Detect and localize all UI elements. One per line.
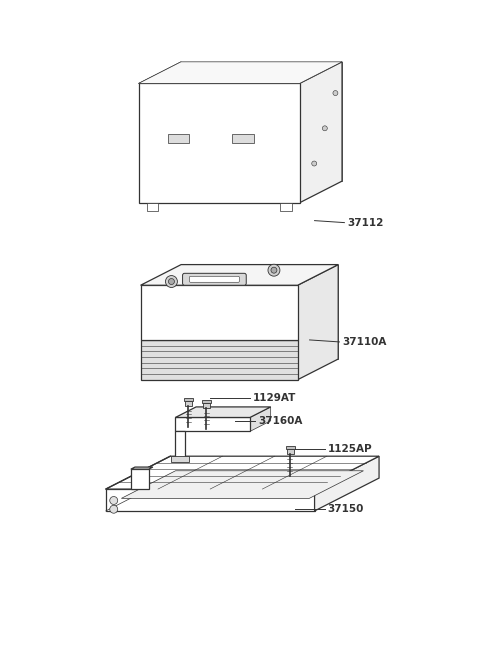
Bar (280, 203, 292, 211)
Polygon shape (141, 285, 298, 340)
Circle shape (323, 126, 327, 131)
Circle shape (110, 496, 118, 504)
Bar (146, 203, 158, 211)
Bar (185, 401, 192, 405)
Circle shape (110, 505, 118, 514)
Polygon shape (141, 340, 298, 380)
Polygon shape (139, 83, 300, 203)
Polygon shape (175, 432, 185, 459)
Text: 37112: 37112 (348, 217, 384, 227)
Bar (202, 400, 211, 403)
Circle shape (271, 267, 277, 273)
Text: 37160A: 37160A (258, 417, 302, 426)
Text: 1125AP: 1125AP (327, 444, 372, 455)
Polygon shape (300, 62, 342, 203)
Circle shape (168, 278, 174, 284)
Polygon shape (298, 265, 338, 380)
Text: 37150: 37150 (327, 504, 364, 514)
Bar (203, 403, 210, 407)
FancyBboxPatch shape (182, 273, 246, 285)
Circle shape (166, 276, 178, 288)
Circle shape (333, 90, 338, 96)
Bar (168, 134, 190, 143)
Polygon shape (131, 469, 149, 489)
Polygon shape (250, 407, 271, 432)
Polygon shape (314, 456, 379, 511)
Bar (232, 134, 254, 143)
Polygon shape (181, 265, 338, 359)
Text: 1129AT: 1129AT (253, 392, 296, 403)
Circle shape (312, 161, 317, 166)
Polygon shape (131, 467, 153, 469)
Polygon shape (106, 489, 314, 511)
Text: 37110A: 37110A (342, 337, 387, 347)
Circle shape (268, 264, 280, 276)
Polygon shape (181, 62, 342, 181)
FancyBboxPatch shape (190, 276, 240, 282)
Polygon shape (141, 265, 338, 285)
Polygon shape (121, 471, 363, 498)
Bar (171, 457, 189, 462)
Bar (184, 398, 193, 401)
Polygon shape (175, 407, 271, 417)
Polygon shape (106, 456, 379, 489)
Polygon shape (175, 417, 250, 432)
Bar (287, 449, 294, 455)
Bar (286, 446, 295, 449)
Polygon shape (139, 62, 342, 83)
